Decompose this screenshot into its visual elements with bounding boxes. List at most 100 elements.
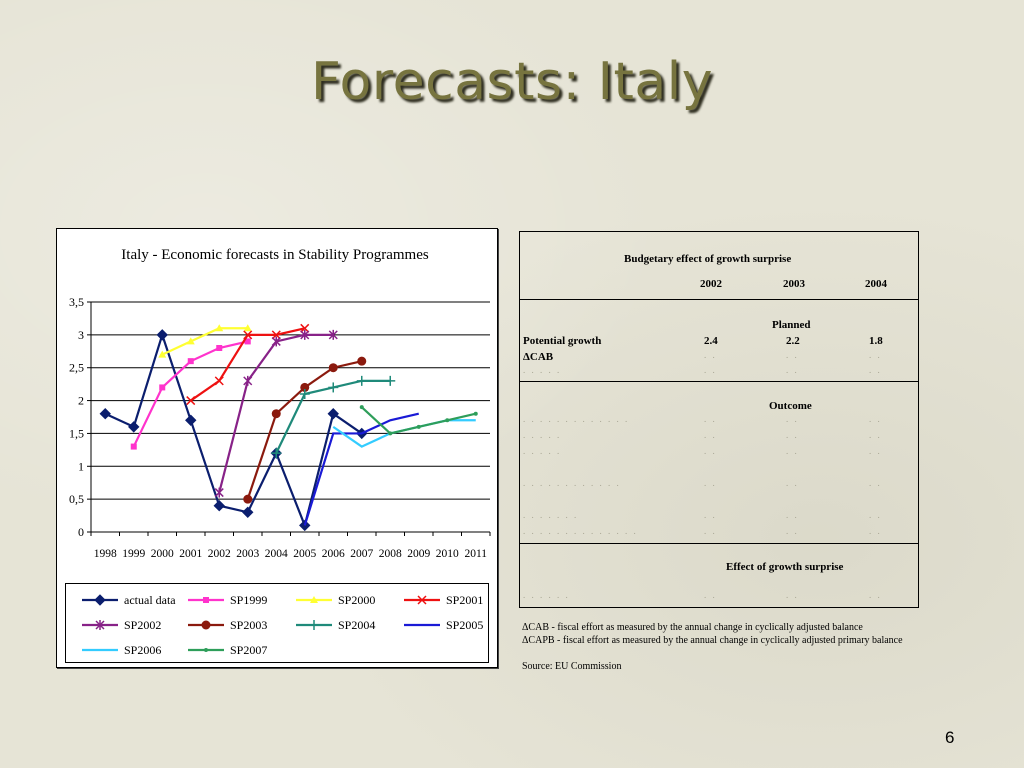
x-tick-label: 1999: [122, 548, 145, 560]
y-tick-label: 0: [78, 525, 84, 539]
series-sp2004: [271, 375, 396, 459]
table-placeholder-cell: . . . . .: [523, 446, 562, 456]
data-point: [271, 409, 281, 419]
data-point: [299, 389, 310, 399]
legend-swatch: [188, 597, 224, 603]
table-placeholder-cell: . . . . .: [523, 430, 562, 440]
chart-canvas: Italy - Economic forecasts in Stability …: [69, 247, 491, 560]
x-tick-label: 2007: [350, 548, 373, 560]
data-point: [215, 324, 224, 332]
table-title: Budgetary effect of growth surprise: [624, 253, 792, 265]
legend-label: actual data: [124, 593, 176, 607]
legend-swatch: [404, 595, 440, 605]
data-point: [473, 411, 478, 416]
data-point: [328, 329, 338, 340]
table-placeholder-cell: . .: [704, 510, 717, 520]
table-placeholder-cell: . . . . . . . . . . . . . .: [523, 526, 638, 536]
legend-swatch: [296, 596, 332, 603]
x-tick-label: 2005: [293, 548, 316, 560]
y-tick-label: 3,5: [69, 295, 84, 309]
series-sp2003: [243, 356, 367, 504]
year-header-2004: 2004: [865, 278, 887, 290]
legend-swatch: [82, 594, 118, 606]
legend-swatch: [188, 620, 224, 630]
table-placeholder-cell: . .: [704, 430, 717, 440]
series-sp2005: [303, 412, 419, 526]
data-point: [214, 376, 224, 386]
data-point: [328, 363, 338, 373]
table-placeholder-cell: . .: [786, 365, 799, 375]
data-point: [271, 336, 281, 347]
note-dcapb: ΔCAPB - fiscal effort as measured by the…: [522, 635, 903, 646]
x-tick-label: 2000: [151, 548, 174, 560]
legend-marker: [203, 597, 209, 603]
data-point: [156, 329, 168, 341]
data-point: [445, 418, 450, 423]
legend-marker: [95, 620, 105, 630]
y-tick-label: 1,5: [69, 426, 84, 440]
legend-marker: [204, 648, 208, 652]
axes: [87, 301, 491, 536]
page-number: 6: [945, 728, 955, 747]
data-point: [99, 408, 111, 420]
data-point: [271, 330, 281, 340]
tick-labels: 0 0,5 1 1,5 2 2,5 3 3,5 1998 1999 2000 2001 2002 2003…: [69, 295, 487, 560]
table-placeholder-cell: . .: [704, 590, 717, 600]
data-point: [299, 519, 311, 532]
data-point: [186, 396, 196, 406]
series-lines: [99, 323, 478, 532]
table-placeholder-cell: . . . . .: [523, 365, 562, 375]
table-placeholder-cell: . .: [704, 446, 717, 456]
data-point: [300, 329, 310, 340]
data-point: [158, 350, 167, 358]
legend-label: SP2005: [446, 618, 484, 632]
cell-pg-2003: 2.2: [786, 335, 800, 347]
data-point: [300, 382, 310, 392]
table-placeholder-cell: . .: [704, 365, 717, 375]
table-placeholder-cell: . .: [786, 510, 799, 520]
legend-swatch: [404, 623, 440, 627]
x-tick-label: 2004: [265, 548, 288, 560]
series-actual-data: [99, 329, 368, 532]
data-point: [243, 494, 253, 504]
data-point: [243, 324, 252, 332]
table-placeholder-cell: . .: [869, 414, 882, 424]
legend-marker: [310, 596, 318, 603]
x-tick-label: 2002: [208, 548, 231, 560]
year-header-2002: 2002: [700, 278, 722, 290]
data-point: [327, 408, 339, 420]
table-placeholder-cell: . .: [786, 526, 799, 536]
table-divider: [520, 543, 918, 544]
year-header-2003: 2003: [783, 278, 805, 290]
legend-marker: [309, 620, 319, 630]
chart-legend: actual data SP1999 SP2000 SP2001 SP2002 SP200…: [65, 583, 489, 663]
data-point: [243, 330, 253, 340]
table-placeholder-cell: . .: [704, 414, 717, 424]
data-point: [242, 506, 254, 518]
section-effect: Effect of growth surprise: [726, 561, 844, 573]
series-line: [132, 340, 248, 448]
table-placeholder-cell: . .: [869, 365, 882, 375]
data-point: [186, 337, 195, 345]
table-placeholder-cell: . .: [786, 414, 799, 424]
table-placeholder-cell: . .: [704, 478, 717, 488]
data-point: [244, 338, 251, 345]
table-placeholder-cell: . .: [786, 350, 799, 360]
legend-label: SP2003: [230, 618, 268, 632]
table-divider: [520, 299, 918, 300]
x-tick-label: 2008: [379, 548, 402, 560]
series-line: [161, 327, 248, 356]
data-point: [271, 448, 282, 459]
x-tick-label: 2006: [322, 548, 345, 560]
table-placeholder-cell: . .: [786, 478, 799, 488]
table-placeholder-cell: . .: [869, 526, 882, 536]
table-placeholder-cell: . .: [869, 510, 882, 520]
slide-title: Forecasts: Italy: [311, 52, 713, 112]
series-line: [104, 331, 363, 529]
data-point: [128, 421, 140, 433]
data-point: [213, 500, 225, 512]
legend-label: SP2007: [230, 643, 268, 657]
section-outcome: Outcome: [769, 400, 812, 412]
data-point: [359, 405, 364, 410]
data-point: [214, 487, 224, 498]
